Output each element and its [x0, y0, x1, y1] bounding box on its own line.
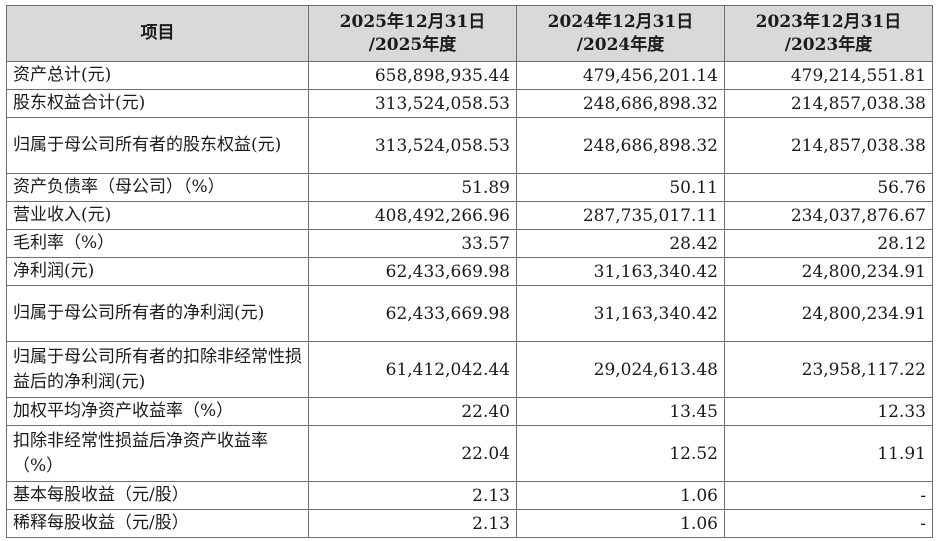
value-2024: 479,456,201.14	[516, 61, 725, 90]
value-2025: 2.13	[308, 509, 517, 538]
value-2025: 22.04	[308, 425, 517, 482]
value-2024: 31,163,340.42	[516, 285, 725, 342]
row-label: 归属于母公司所有者的扣除非经常性损益后的净利润(元)	[6, 341, 309, 398]
header-item-label: 项目	[140, 23, 175, 43]
value-2023: 214,857,038.38	[724, 117, 933, 174]
value-2025: 408,492,266.96	[308, 201, 517, 230]
value-2023: 56.76	[724, 173, 933, 202]
row-label: 净利润(元)	[6, 257, 309, 286]
header-2023-year: /2023年度	[784, 34, 873, 55]
value-2025: 2.13	[308, 481, 517, 510]
table-row: 归属于母公司所有者的扣除非经常性损益后的净利润(元) 61,412,042.44…	[6, 341, 933, 398]
value-2024: 1.06	[516, 509, 725, 538]
header-2025: 2025年12月31日 /2025年度	[308, 5, 517, 62]
value-2024: 248,686,898.32	[516, 89, 725, 118]
financial-summary-table: 项目 2025年12月31日 /2025年度 2024年12月31日 /2024…	[6, 5, 933, 538]
value-2025: 658,898,935.44	[308, 61, 517, 90]
value-2024: 287,735,017.11	[516, 201, 725, 230]
row-label: 股东权益合计(元)	[6, 89, 309, 118]
value-2024: 12.52	[516, 425, 725, 482]
table-row: 股东权益合计(元) 313,524,058.53 248,686,898.32 …	[6, 89, 933, 118]
value-2023: 479,214,551.81	[724, 61, 933, 90]
table-row: 稀释每股收益（元/股） 2.13 1.06 -	[6, 509, 933, 538]
value-2025: 22.40	[308, 397, 517, 426]
row-label: 毛利率（%）	[6, 229, 309, 258]
table-body: 资产总计(元) 658,898,935.44 479,456,201.14 47…	[6, 61, 933, 538]
value-2023: 12.33	[724, 397, 933, 426]
value-2023: 24,800,234.91	[724, 257, 933, 286]
value-2025: 33.57	[308, 229, 517, 258]
value-2025: 313,524,058.53	[308, 89, 517, 118]
row-label: 稀释每股收益（元/股）	[6, 509, 309, 538]
row-label: 资产负债率（母公司）（%）	[6, 173, 309, 202]
table-row: 基本每股收益（元/股） 2.13 1.06 -	[6, 481, 933, 510]
table-row: 净利润(元) 62,433,669.98 31,163,340.42 24,80…	[6, 257, 933, 286]
value-2023: 214,857,038.38	[724, 89, 933, 118]
row-label: 营业收入(元)	[6, 201, 309, 230]
table-row: 扣除非经常性损益后净资产收益率（%） 22.04 12.52 11.91	[6, 425, 933, 482]
value-2024: 28.42	[516, 229, 725, 258]
header-2025-date: 2025年12月31日	[339, 11, 486, 32]
header-2024-date: 2024年12月31日	[547, 11, 694, 32]
row-label: 基本每股收益（元/股）	[6, 481, 309, 510]
row-label: 加权平均净资产收益率（%）	[6, 397, 309, 426]
value-2024: 1.06	[516, 481, 725, 510]
value-2024: 31,163,340.42	[516, 257, 725, 286]
header-2023: 2023年12月31日 /2023年度	[724, 5, 933, 62]
row-label: 归属于母公司所有者的净利润(元)	[6, 285, 309, 342]
row-label: 扣除非经常性损益后净资产收益率（%）	[6, 425, 309, 482]
table-row: 毛利率（%） 33.57 28.42 28.12	[6, 229, 933, 258]
header-2024-year: /2024年度	[576, 34, 665, 55]
value-2025: 62,433,669.98	[308, 257, 517, 286]
header-item: 项目	[6, 5, 309, 62]
value-2025: 61,412,042.44	[308, 341, 517, 398]
value-2023: 28.12	[724, 229, 933, 258]
table-row: 归属于母公司所有者的净利润(元) 62,433,669.98 31,163,34…	[6, 285, 933, 342]
table-header: 项目 2025年12月31日 /2025年度 2024年12月31日 /2024…	[6, 5, 933, 62]
value-2023: 24,800,234.91	[724, 285, 933, 342]
value-2025: 51.89	[308, 173, 517, 202]
value-2023: 23,958,117.22	[724, 341, 933, 398]
row-label: 资产总计(元)	[6, 61, 309, 90]
header-2024: 2024年12月31日 /2024年度	[516, 5, 725, 62]
table-row: 归属于母公司所有者的股东权益(元) 313,524,058.53 248,686…	[6, 117, 933, 174]
value-2024: 50.11	[516, 173, 725, 202]
value-2025: 62,433,669.98	[308, 285, 517, 342]
table-row: 资产总计(元) 658,898,935.44 479,456,201.14 47…	[6, 61, 933, 90]
value-2023: -	[724, 481, 933, 510]
value-2024: 13.45	[516, 397, 725, 426]
value-2024: 248,686,898.32	[516, 117, 725, 174]
header-2025-year: /2025年度	[368, 34, 457, 55]
table-row: 营业收入(元) 408,492,266.96 287,735,017.11 23…	[6, 201, 933, 230]
value-2024: 29,024,613.48	[516, 341, 725, 398]
row-label: 归属于母公司所有者的股东权益(元)	[6, 117, 309, 174]
value-2023: -	[724, 509, 933, 538]
value-2025: 313,524,058.53	[308, 117, 517, 174]
header-row: 项目 2025年12月31日 /2025年度 2024年12月31日 /2024…	[6, 5, 933, 62]
value-2023: 234,037,876.67	[724, 201, 933, 230]
value-2023: 11.91	[724, 425, 933, 482]
header-2023-date: 2023年12月31日	[755, 11, 902, 32]
table-row: 资产负债率（母公司）（%） 51.89 50.11 56.76	[6, 173, 933, 202]
table-row: 加权平均净资产收益率（%） 22.40 13.45 12.33	[6, 397, 933, 426]
